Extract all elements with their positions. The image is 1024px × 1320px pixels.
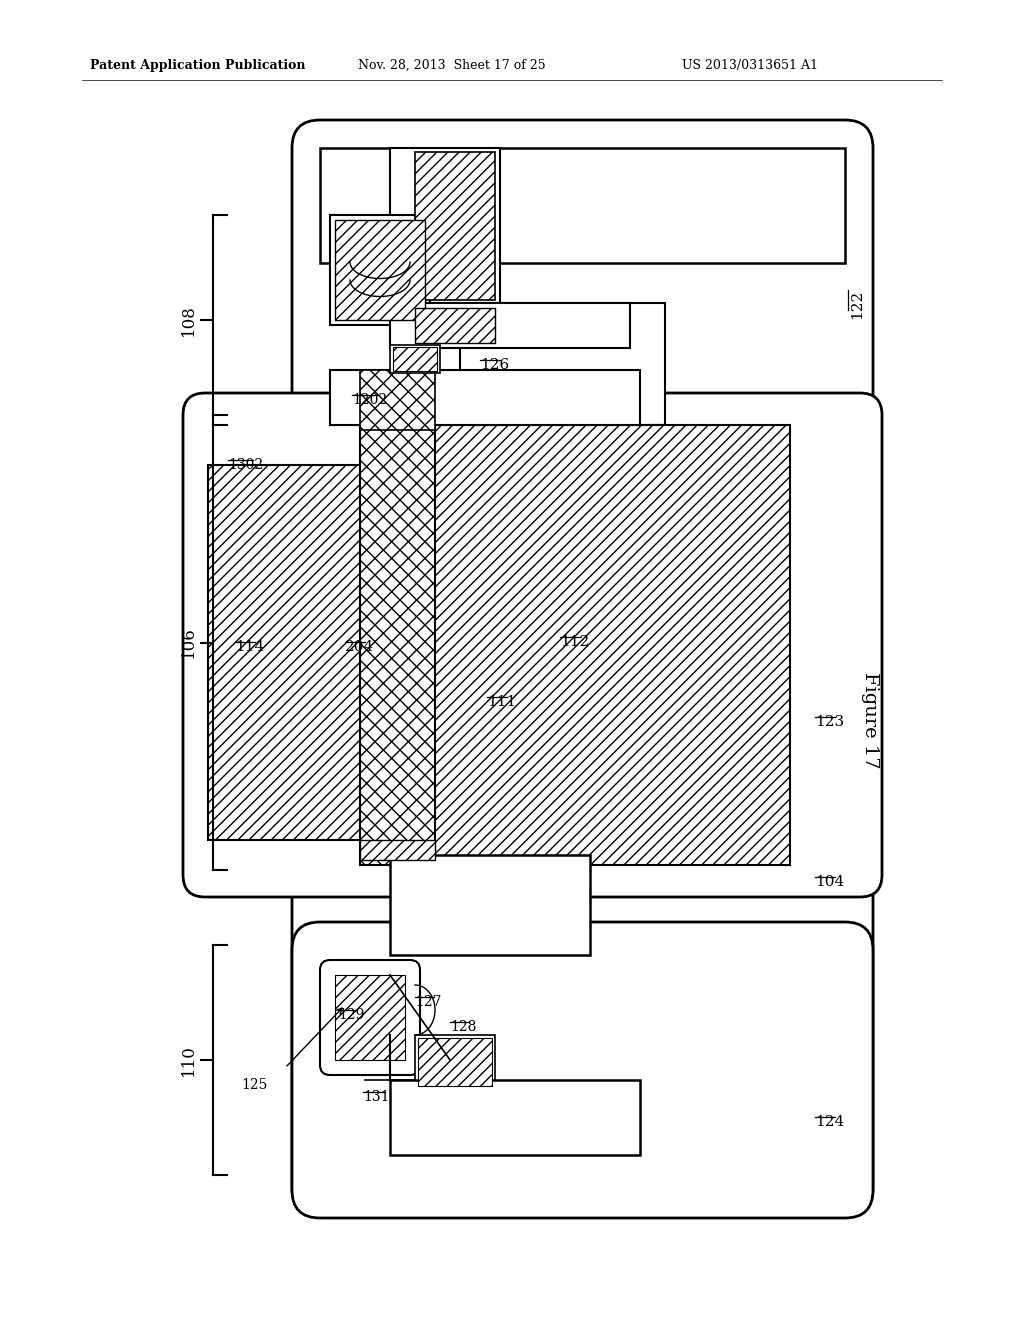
Text: 106: 106 bbox=[180, 627, 197, 659]
Text: 131: 131 bbox=[362, 1090, 389, 1104]
Text: 123: 123 bbox=[815, 715, 844, 729]
Text: 111: 111 bbox=[487, 696, 516, 709]
Bar bbox=[208, 465, 362, 840]
FancyBboxPatch shape bbox=[292, 120, 873, 1216]
Text: 112: 112 bbox=[560, 635, 589, 649]
Bar bbox=[393, 347, 437, 371]
Text: Nov. 28, 2013  Sheet 17 of 25: Nov. 28, 2013 Sheet 17 of 25 bbox=[358, 58, 546, 71]
Text: 128: 128 bbox=[450, 1020, 476, 1034]
FancyBboxPatch shape bbox=[319, 960, 420, 1074]
Bar bbox=[430, 425, 790, 865]
Bar bbox=[418, 1038, 492, 1086]
Bar bbox=[390, 345, 440, 374]
Text: 126: 126 bbox=[480, 358, 509, 372]
Text: 108: 108 bbox=[180, 304, 197, 335]
Bar bbox=[390, 148, 500, 304]
Text: 122: 122 bbox=[850, 290, 864, 319]
Bar bbox=[460, 304, 665, 425]
Text: 114: 114 bbox=[234, 640, 264, 653]
Bar bbox=[415, 1035, 495, 1090]
Text: 127: 127 bbox=[415, 995, 441, 1008]
Bar bbox=[360, 425, 435, 865]
Bar bbox=[335, 975, 406, 1060]
Text: 110: 110 bbox=[180, 1044, 197, 1076]
Text: 204: 204 bbox=[345, 640, 374, 653]
Bar bbox=[390, 304, 630, 348]
Bar bbox=[335, 220, 425, 319]
Text: 104: 104 bbox=[815, 875, 844, 888]
Bar bbox=[415, 152, 495, 300]
Text: US 2013/0313651 A1: US 2013/0313651 A1 bbox=[682, 58, 818, 71]
FancyBboxPatch shape bbox=[183, 393, 882, 898]
Bar bbox=[330, 215, 430, 325]
Bar bbox=[319, 148, 845, 263]
Text: 1202: 1202 bbox=[352, 393, 387, 407]
FancyBboxPatch shape bbox=[292, 921, 873, 1218]
Text: Figure 17: Figure 17 bbox=[861, 672, 879, 768]
Bar bbox=[390, 855, 590, 954]
Bar bbox=[415, 308, 495, 343]
Text: Patent Application Publication: Patent Application Publication bbox=[90, 58, 305, 71]
Bar bbox=[390, 1080, 640, 1155]
Text: 1302: 1302 bbox=[228, 458, 263, 473]
Bar bbox=[360, 370, 435, 430]
Text: 129: 129 bbox=[338, 1008, 365, 1022]
Text: 124: 124 bbox=[815, 1115, 844, 1129]
Text: 125: 125 bbox=[242, 1078, 268, 1092]
Bar bbox=[330, 370, 640, 425]
Bar bbox=[360, 840, 435, 861]
